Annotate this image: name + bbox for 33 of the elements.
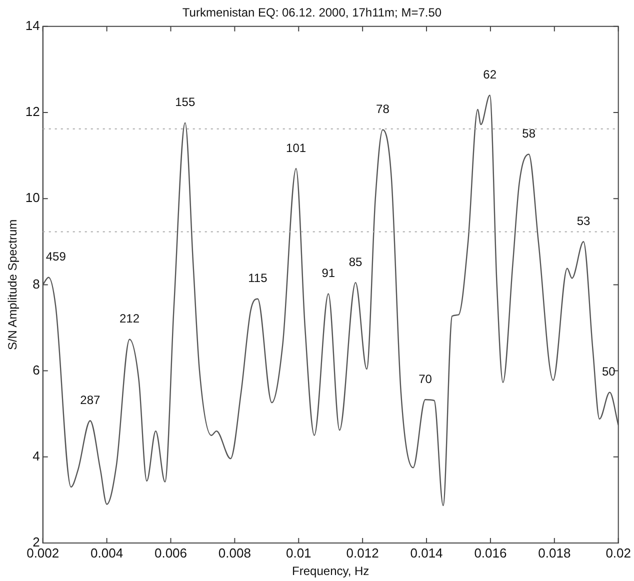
y-tick-label: 4	[32, 448, 40, 464]
annotation: 459	[46, 250, 66, 264]
x-tick-label: 0.01	[286, 545, 312, 560]
annotation: 212	[119, 312, 140, 326]
annotation: 155	[175, 95, 196, 110]
y-tick-label: 8	[32, 276, 40, 292]
x-tick-label: 0.006	[154, 545, 188, 560]
y-tick-label: 14	[25, 18, 40, 33]
annotation: 101	[286, 140, 306, 155]
annotation: 85	[348, 254, 363, 269]
annotation: 115	[248, 271, 268, 286]
annotation: 62	[483, 68, 497, 82]
x-tick-label: 0.018	[538, 545, 571, 560]
y-axis-title: S/N Amplitude Spectrum	[6, 219, 20, 350]
annotation: 50	[602, 364, 616, 379]
x-tick-label: 0.02	[606, 545, 632, 560]
annotation: 287	[80, 393, 101, 408]
annotation: 53	[576, 214, 590, 228]
x-tick-label: 0.014	[410, 545, 443, 560]
x-axis-title: Frequency, Hz	[292, 564, 370, 578]
x-tick-label: 0.012	[346, 545, 379, 560]
x-tick-label: 0.004	[90, 545, 124, 560]
y-tick-label: 10	[25, 190, 40, 206]
y-tick-label: 12	[25, 104, 40, 120]
chart-title: Turkmenistan EQ: 06.12. 2000, 17h11m; M=7.50	[182, 6, 442, 20]
x-tick-label: 0.008	[218, 545, 251, 560]
line-series	[42, 94, 618, 506]
x-tick-label: 0.016	[474, 545, 507, 560]
annotation: 91	[322, 266, 336, 280]
annotation: 78	[376, 102, 390, 116]
y-tick-label: 6	[32, 362, 40, 378]
annotation: 58	[522, 126, 536, 141]
annotation: 70	[418, 372, 432, 386]
